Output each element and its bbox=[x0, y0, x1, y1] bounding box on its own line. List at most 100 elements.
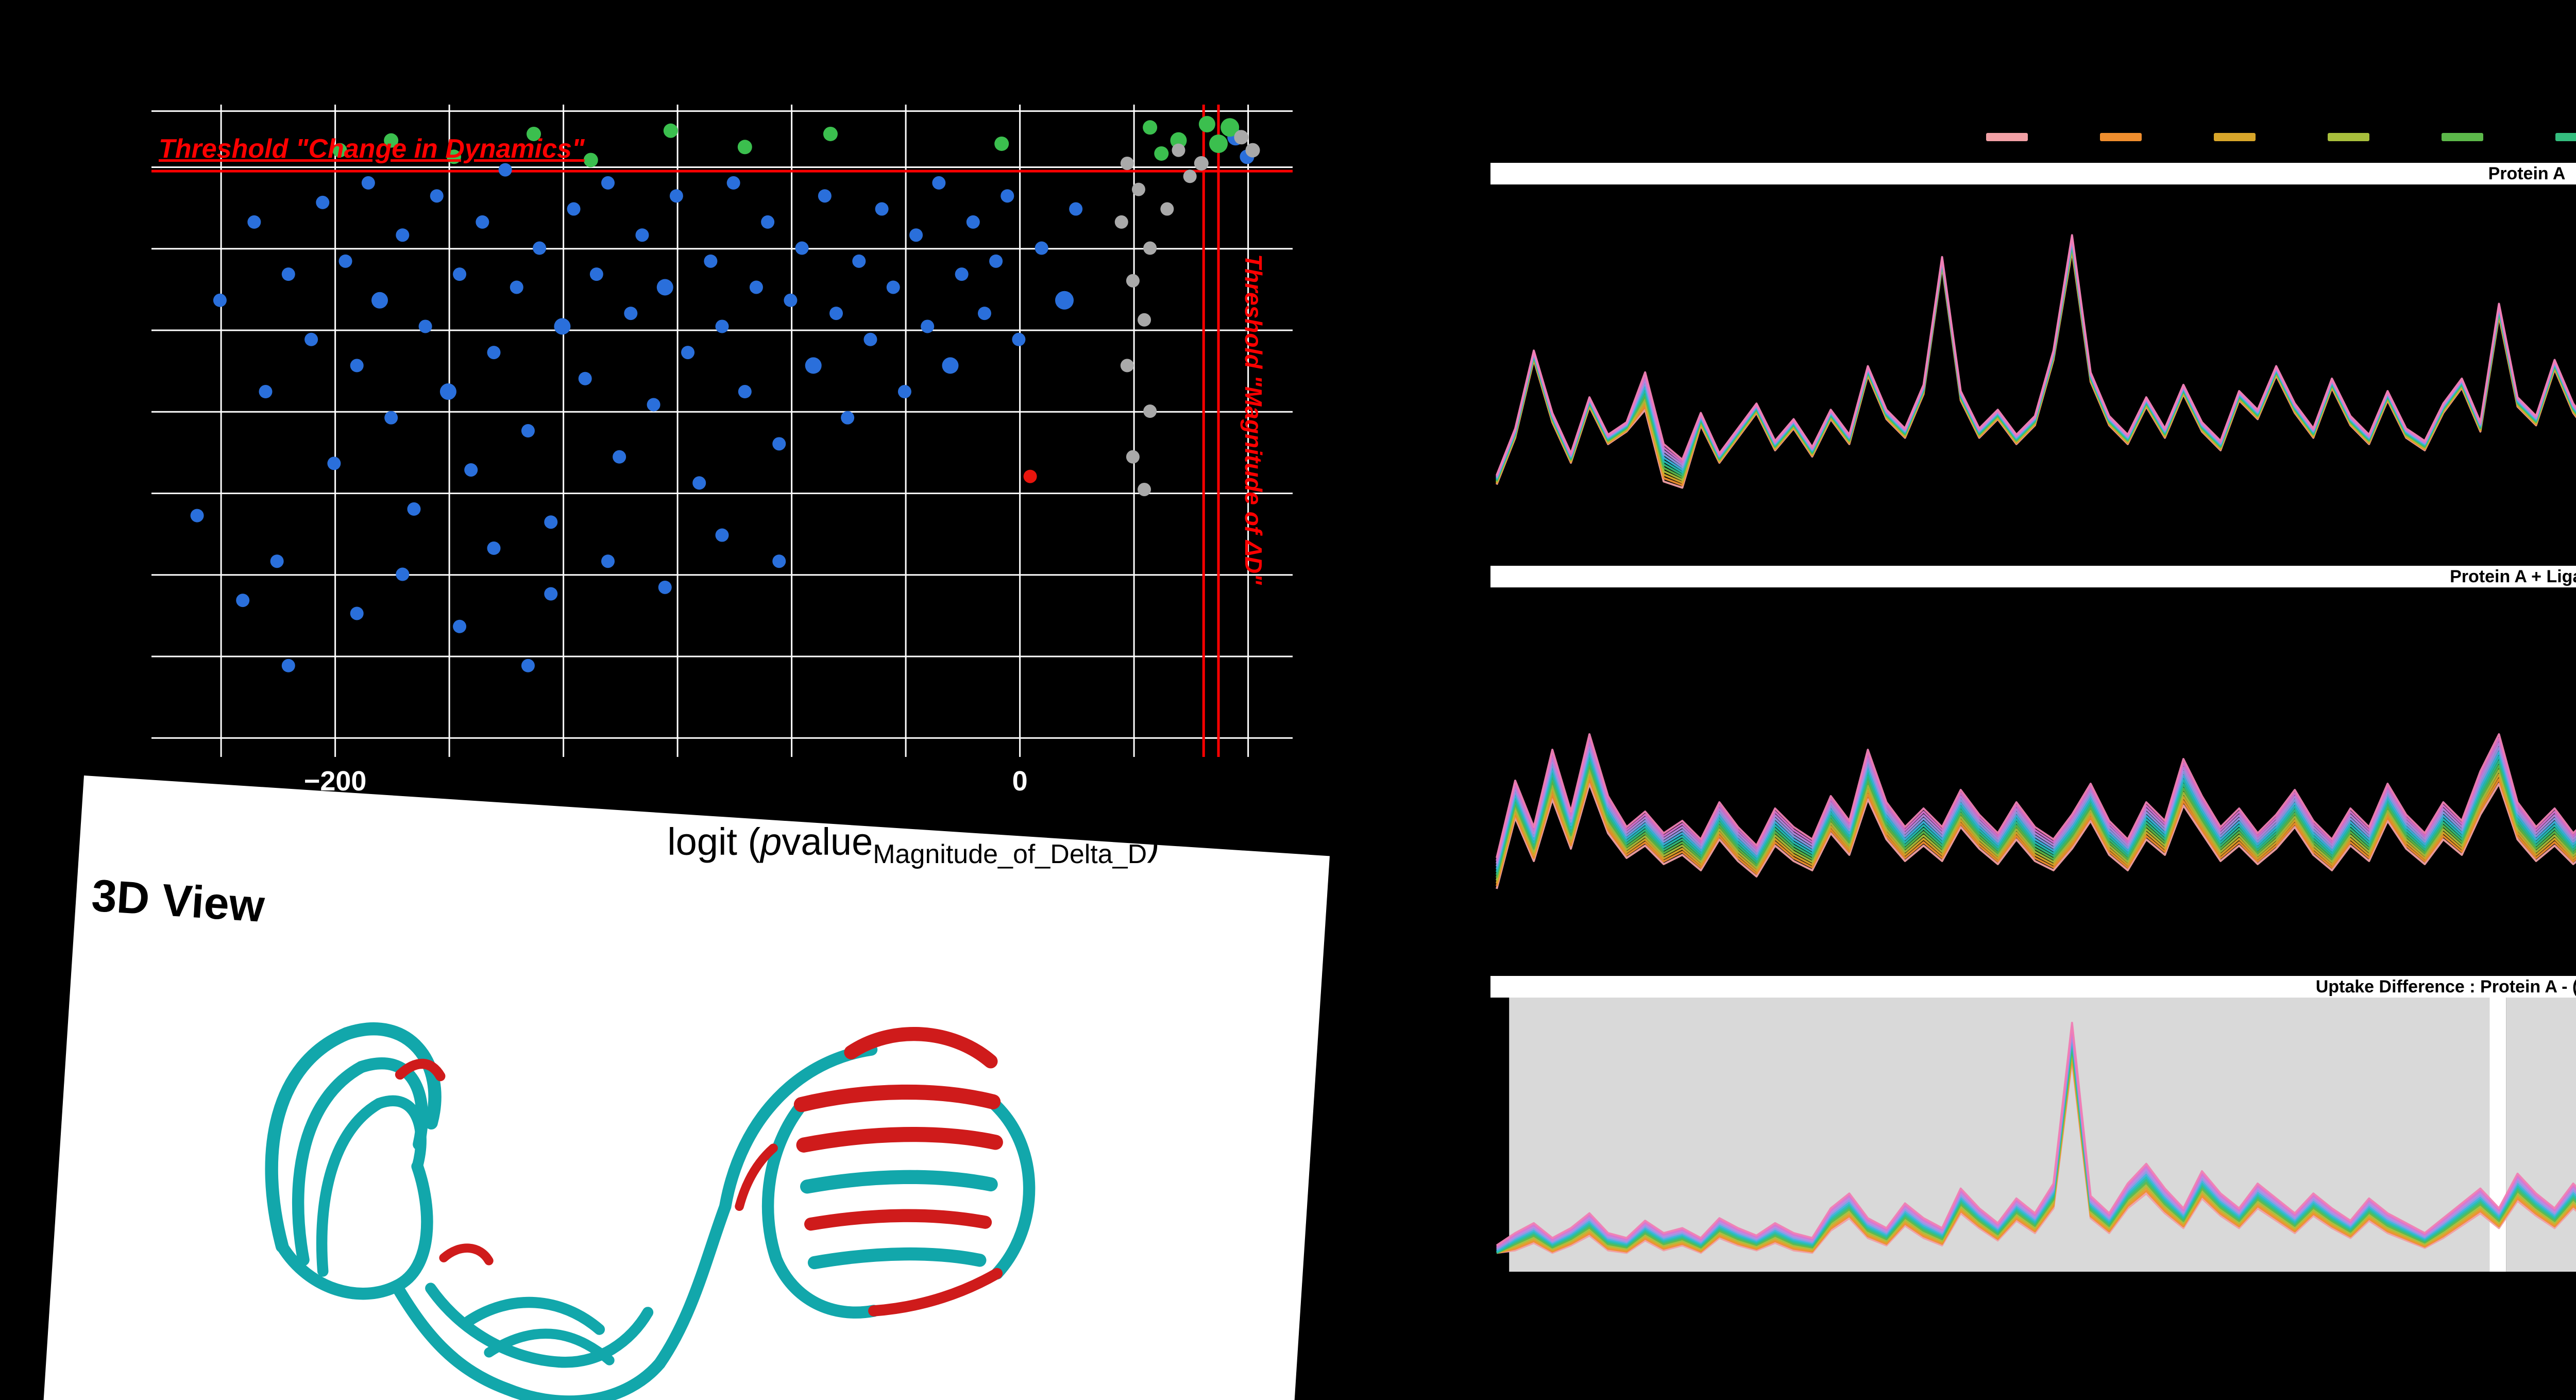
scatter-point[interactable] bbox=[663, 123, 678, 138]
scatter-point[interactable] bbox=[247, 215, 261, 229]
scatter-point[interactable] bbox=[361, 176, 375, 190]
legend-key-series-4[interactable] bbox=[2328, 133, 2369, 141]
scatter-point[interactable] bbox=[1131, 182, 1145, 196]
scatter-point[interactable] bbox=[544, 587, 558, 601]
scatter-point[interactable] bbox=[533, 241, 547, 255]
scatter-point[interactable] bbox=[259, 385, 273, 399]
scatter-point[interactable] bbox=[1245, 143, 1260, 158]
scatter-point[interactable] bbox=[332, 143, 347, 158]
scatter-point[interactable] bbox=[669, 189, 683, 203]
scatter-point[interactable] bbox=[316, 195, 330, 209]
protein-3d-structure[interactable] bbox=[120, 935, 1205, 1400]
scatter-point[interactable] bbox=[578, 372, 592, 385]
scatter-point[interactable] bbox=[805, 357, 822, 374]
scatter-point[interactable] bbox=[772, 554, 786, 568]
scatter-point[interactable] bbox=[1198, 115, 1215, 132]
scatter-point[interactable] bbox=[852, 254, 866, 268]
scatter-point[interactable] bbox=[875, 202, 889, 216]
scatter-point[interactable] bbox=[1234, 130, 1249, 145]
scatter-point[interactable] bbox=[818, 189, 832, 203]
scatter-point[interactable] bbox=[464, 463, 478, 477]
scatter-point[interactable] bbox=[327, 457, 341, 470]
scatter-point[interactable] bbox=[453, 267, 467, 281]
scatter-point[interactable] bbox=[430, 189, 444, 203]
scatter-point[interactable] bbox=[1143, 404, 1157, 418]
scatter-point[interactable] bbox=[737, 140, 752, 155]
scatter-point[interactable] bbox=[909, 228, 923, 242]
scatter-point[interactable] bbox=[338, 254, 352, 268]
scatter-point[interactable] bbox=[190, 509, 204, 522]
scatter-point[interactable] bbox=[1012, 332, 1026, 346]
legend-key-series-3[interactable] bbox=[2214, 133, 2256, 141]
scatter-point[interactable] bbox=[823, 126, 838, 141]
scatter-point[interactable] bbox=[726, 176, 740, 190]
scatter-point[interactable] bbox=[1055, 291, 1074, 310]
scatter-point[interactable] bbox=[1160, 202, 1174, 216]
scatter-point[interactable] bbox=[704, 254, 718, 268]
scatter-point[interactable] bbox=[371, 292, 388, 309]
scatter-point[interactable] bbox=[439, 383, 456, 400]
scatter-point[interactable] bbox=[350, 359, 364, 373]
scatter-point[interactable] bbox=[656, 279, 673, 296]
scatter-point[interactable] bbox=[977, 307, 991, 321]
uptake-chart-protein-a[interactable] bbox=[1490, 184, 2576, 545]
scatter-point[interactable] bbox=[863, 332, 877, 346]
scatter-point[interactable] bbox=[772, 437, 786, 451]
scatter-point[interactable] bbox=[989, 254, 1003, 268]
scatter-point[interactable] bbox=[955, 267, 969, 281]
volcano-plot[interactable]: Threshold "Change in Dynamics" Threshold… bbox=[151, 105, 1293, 929]
scatter-point[interactable] bbox=[715, 319, 729, 333]
scatter-point[interactable] bbox=[396, 567, 410, 581]
legend-key-series-2[interactable] bbox=[2100, 133, 2142, 141]
scatter-point[interactable] bbox=[384, 411, 398, 425]
scatter-point[interactable] bbox=[921, 319, 935, 333]
scatter-point[interactable] bbox=[601, 554, 615, 568]
scatter-point[interactable] bbox=[396, 228, 410, 242]
scatter-point[interactable] bbox=[1126, 450, 1140, 464]
scatter-point[interactable] bbox=[521, 659, 535, 672]
legend-key-series-1[interactable] bbox=[1986, 133, 2028, 141]
scatter-point[interactable] bbox=[795, 241, 809, 255]
scatter-point[interactable] bbox=[270, 554, 284, 568]
scatter-point[interactable] bbox=[498, 163, 512, 177]
scatter-point[interactable] bbox=[761, 215, 775, 229]
scatter-point[interactable] bbox=[681, 346, 695, 360]
volcano-canvas[interactable] bbox=[151, 105, 1293, 757]
scatter-point[interactable] bbox=[829, 307, 843, 321]
scatter-point[interactable] bbox=[613, 450, 626, 464]
scatter-point[interactable] bbox=[1120, 359, 1134, 373]
scatter-point[interactable] bbox=[281, 267, 295, 281]
scatter-point[interactable] bbox=[304, 332, 318, 346]
scatter-point[interactable] bbox=[213, 293, 227, 307]
legend-key-series-5[interactable] bbox=[2442, 133, 2483, 141]
scatter-point[interactable] bbox=[658, 580, 672, 594]
scatter-point[interactable] bbox=[1154, 146, 1169, 161]
scatter-point[interactable] bbox=[476, 215, 489, 229]
scatter-point[interactable] bbox=[544, 515, 558, 529]
scatter-point[interactable] bbox=[841, 411, 855, 425]
scatter-point[interactable] bbox=[1170, 132, 1187, 149]
scatter-point[interactable] bbox=[784, 293, 798, 307]
scatter-point[interactable] bbox=[583, 153, 598, 167]
scatter-point[interactable] bbox=[350, 606, 364, 620]
scatter-point[interactable] bbox=[738, 385, 752, 399]
scatter-point[interactable] bbox=[1035, 241, 1048, 255]
scatter-point[interactable] bbox=[1138, 482, 1151, 496]
scatter-point[interactable] bbox=[1120, 156, 1134, 170]
scatter-point[interactable] bbox=[1194, 156, 1209, 171]
scatter-point[interactable] bbox=[897, 385, 911, 399]
uptake-difference-chart[interactable] bbox=[1490, 998, 2576, 1272]
scatter-point[interactable] bbox=[446, 149, 461, 164]
scatter-point[interactable] bbox=[1001, 189, 1014, 203]
scatter-point[interactable] bbox=[715, 528, 729, 542]
scatter-point[interactable] bbox=[932, 176, 946, 190]
scatter-point[interactable] bbox=[1069, 202, 1083, 216]
legend-key-series-6[interactable] bbox=[2555, 133, 2576, 141]
scatter-point[interactable] bbox=[453, 619, 467, 633]
scatter-point[interactable] bbox=[510, 280, 523, 294]
scatter-point[interactable] bbox=[1143, 241, 1157, 255]
scatter-point[interactable] bbox=[1138, 313, 1151, 327]
scatter-point[interactable] bbox=[966, 215, 980, 229]
scatter-point[interactable] bbox=[624, 307, 638, 321]
scatter-point[interactable] bbox=[521, 424, 535, 437]
